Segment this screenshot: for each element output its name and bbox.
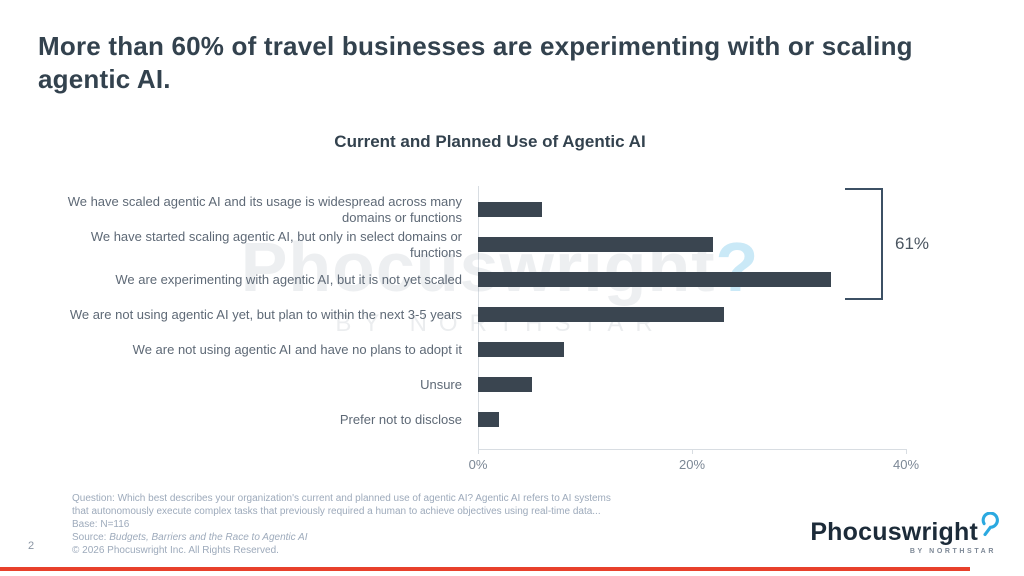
category-label: We are experimenting with agentic AI, bu… xyxy=(115,271,462,287)
chart-row: Unsure xyxy=(60,367,906,402)
x-tick-mark xyxy=(692,449,693,454)
x-tick-label: 0% xyxy=(468,457,488,472)
category-label: Unsure xyxy=(420,376,462,392)
chart-rows: We have scaled agentic AI and its usage … xyxy=(60,192,906,437)
footnote-copyright: © 2026 Phocuswright Inc. All Rights Rese… xyxy=(72,545,279,556)
bottom-accent-bar xyxy=(0,567,970,571)
footnote-base: Base: N=116 xyxy=(72,519,130,530)
bar-3 xyxy=(478,307,725,322)
footnote: Question: Which best describes your orga… xyxy=(72,492,611,557)
x-tick-mark xyxy=(906,449,907,454)
logo-wordmark: Phocuswright xyxy=(810,518,978,546)
bar-track xyxy=(478,307,906,322)
bar-track xyxy=(478,377,906,392)
category-label: We have scaled agentic AI and its usage … xyxy=(67,193,462,225)
logo-tagline: BY NORTHSTAR xyxy=(909,548,996,555)
category-label: We are not using agentic AI yet, but pla… xyxy=(69,306,462,322)
bar-5 xyxy=(478,377,532,392)
bar-track xyxy=(478,342,906,357)
page-title: More than 60% of travel businesses are e… xyxy=(38,31,913,95)
sum-bracket xyxy=(845,188,883,300)
x-axis-ticks: 0% 20% 40% xyxy=(469,449,919,475)
logo-question-bubble-icon xyxy=(980,511,1000,543)
page-number: 2 xyxy=(28,540,35,552)
bar-2 xyxy=(478,272,832,287)
bar-0 xyxy=(478,202,543,217)
x-tick-label: 40% xyxy=(892,457,920,472)
chart-row: We are not using agentic AI yet, but pla… xyxy=(60,297,906,332)
chart-row: We are not using agentic AI and have no … xyxy=(60,332,906,367)
chart-row: We have started scaling agentic AI, but … xyxy=(60,227,906,262)
chart-row: Prefer not to disclose xyxy=(60,402,906,437)
footnote-question-line1: Question: Which best describes your orga… xyxy=(72,493,611,504)
chart-title: Current and Planned Use of Agentic AI xyxy=(334,132,646,151)
footnote-source: Source: Budgets, Barriers and the Race t… xyxy=(72,532,308,543)
category-label: We have started scaling agentic AI, but … xyxy=(90,228,462,260)
x-tick-label: 20% xyxy=(678,457,706,472)
bar-track xyxy=(478,412,906,427)
footnote-source-title: Budgets, Barriers and the Race to Agenti… xyxy=(109,532,308,543)
chart-row: We are experimenting with agentic AI, bu… xyxy=(60,262,906,297)
category-label: Prefer not to disclose xyxy=(339,411,462,427)
category-label: We are not using agentic AI and have no … xyxy=(132,341,462,357)
footnote-question-line2: that autonomously execute complex tasks … xyxy=(72,506,601,517)
bar-track xyxy=(478,237,906,252)
chart-row: We have scaled agentic AI and its usage … xyxy=(60,192,906,227)
sum-bracket-label: 61% xyxy=(895,234,930,253)
bar-track xyxy=(478,272,906,287)
bar-4 xyxy=(478,342,564,357)
bar-1 xyxy=(478,237,714,252)
x-tick-mark xyxy=(478,449,479,454)
bar-6 xyxy=(478,412,500,427)
bar-track xyxy=(478,202,906,217)
phocuswright-logo: Phocuswright BY NORTHSTAR xyxy=(810,511,1000,555)
